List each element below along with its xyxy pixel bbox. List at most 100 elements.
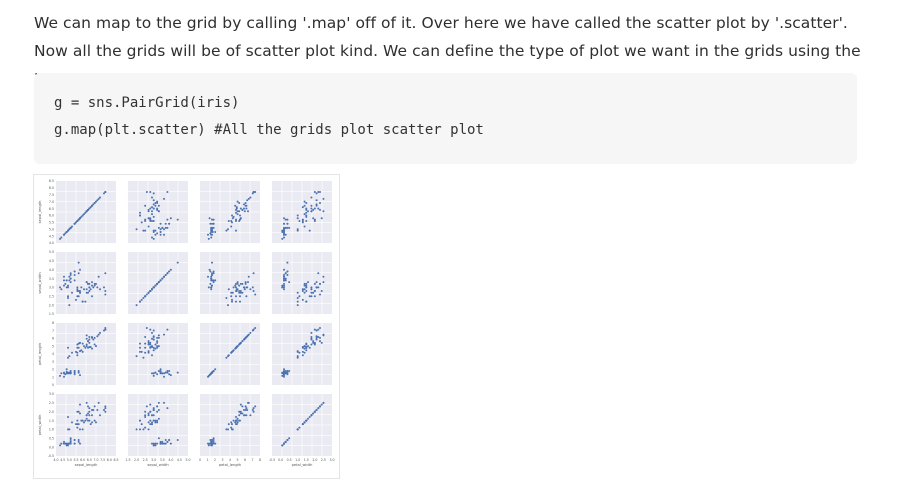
data-point — [156, 419, 159, 422]
data-point — [65, 444, 68, 447]
data-point — [63, 233, 65, 236]
data-point — [238, 410, 241, 413]
data-point — [63, 279, 65, 282]
data-point — [99, 288, 101, 291]
data-point — [315, 336, 318, 339]
data-point — [79, 350, 81, 353]
data-point — [89, 345, 92, 348]
data-point — [231, 217, 234, 220]
data-point — [139, 350, 141, 353]
data-point — [296, 304, 299, 307]
data-point — [207, 233, 209, 236]
data-point — [317, 328, 320, 331]
data-point — [209, 222, 212, 225]
data-point — [147, 217, 150, 220]
x-tick-label: 5.0 — [67, 458, 72, 462]
data-point — [147, 414, 150, 417]
data-point — [238, 291, 241, 294]
data-point — [154, 284, 157, 287]
data-point — [288, 226, 291, 229]
data-point — [303, 421, 306, 424]
data-point — [252, 407, 255, 410]
data-point — [241, 291, 244, 294]
data-point — [231, 428, 234, 431]
data-point — [288, 281, 291, 284]
data-point — [286, 270, 289, 273]
data-point — [151, 423, 153, 426]
data-point — [305, 286, 308, 289]
x-tick-label: 4.0 — [168, 458, 173, 462]
data-point — [322, 275, 325, 278]
data-point — [320, 403, 323, 406]
data-point — [320, 217, 323, 220]
data-point — [157, 210, 160, 213]
data-point — [97, 275, 100, 278]
data-point — [283, 233, 285, 236]
data-point — [207, 275, 209, 278]
data-point — [305, 346, 308, 349]
data-point — [319, 293, 321, 296]
data-point — [305, 284, 308, 287]
data-point — [247, 210, 249, 213]
data-point — [69, 281, 72, 284]
data-point — [208, 442, 211, 445]
y-tick-label: 7.0 — [49, 200, 54, 204]
data-point — [93, 282, 96, 285]
x-tick-label: 3.0 — [329, 458, 334, 462]
data-point — [236, 213, 239, 216]
data-point — [103, 286, 105, 289]
data-point — [313, 191, 316, 194]
data-point — [77, 440, 80, 443]
data-point — [76, 346, 79, 349]
data-point — [164, 226, 167, 229]
data-point — [214, 442, 217, 445]
data-point — [65, 230, 68, 233]
data-point — [157, 437, 160, 440]
data-point — [135, 428, 138, 431]
data-point — [235, 346, 237, 349]
data-point — [244, 202, 247, 205]
data-point — [246, 199, 249, 202]
data-point — [152, 336, 155, 339]
y-tick-label: 8 — [52, 321, 54, 325]
data-point — [157, 401, 160, 404]
data-point — [283, 288, 285, 291]
data-point — [93, 336, 96, 339]
data-point — [154, 371, 157, 374]
data-point — [152, 229, 155, 232]
data-point — [307, 345, 309, 348]
data-point — [154, 347, 157, 350]
data-point — [315, 335, 318, 338]
data-point — [97, 401, 100, 404]
code-line: g = sns.PairGrid(iris) — [54, 95, 240, 111]
data-point — [283, 368, 285, 371]
data-point — [149, 207, 152, 210]
data-point — [252, 328, 255, 331]
data-point — [166, 371, 169, 374]
data-point — [89, 423, 92, 426]
data-point — [231, 291, 234, 294]
data-point — [235, 207, 238, 210]
data-point — [142, 428, 145, 431]
data-point — [104, 328, 107, 331]
data-point — [87, 412, 89, 415]
y-tick-label: 7.5 — [49, 193, 54, 197]
data-point — [231, 298, 233, 301]
data-point — [286, 371, 289, 374]
data-point — [245, 407, 248, 410]
data-point — [151, 421, 153, 424]
data-point — [147, 208, 150, 211]
x-tick-label: 5.5 — [73, 458, 78, 462]
data-point — [151, 206, 153, 209]
data-point — [244, 281, 247, 284]
data-point — [166, 272, 169, 275]
x-tick-label: 3.0 — [151, 458, 156, 462]
data-point — [244, 405, 247, 408]
data-point — [238, 289, 241, 292]
data-point — [68, 279, 71, 282]
data-point — [67, 284, 69, 287]
data-point — [87, 282, 89, 285]
data-point — [235, 300, 237, 303]
data-point — [60, 288, 63, 291]
data-point — [144, 336, 147, 339]
